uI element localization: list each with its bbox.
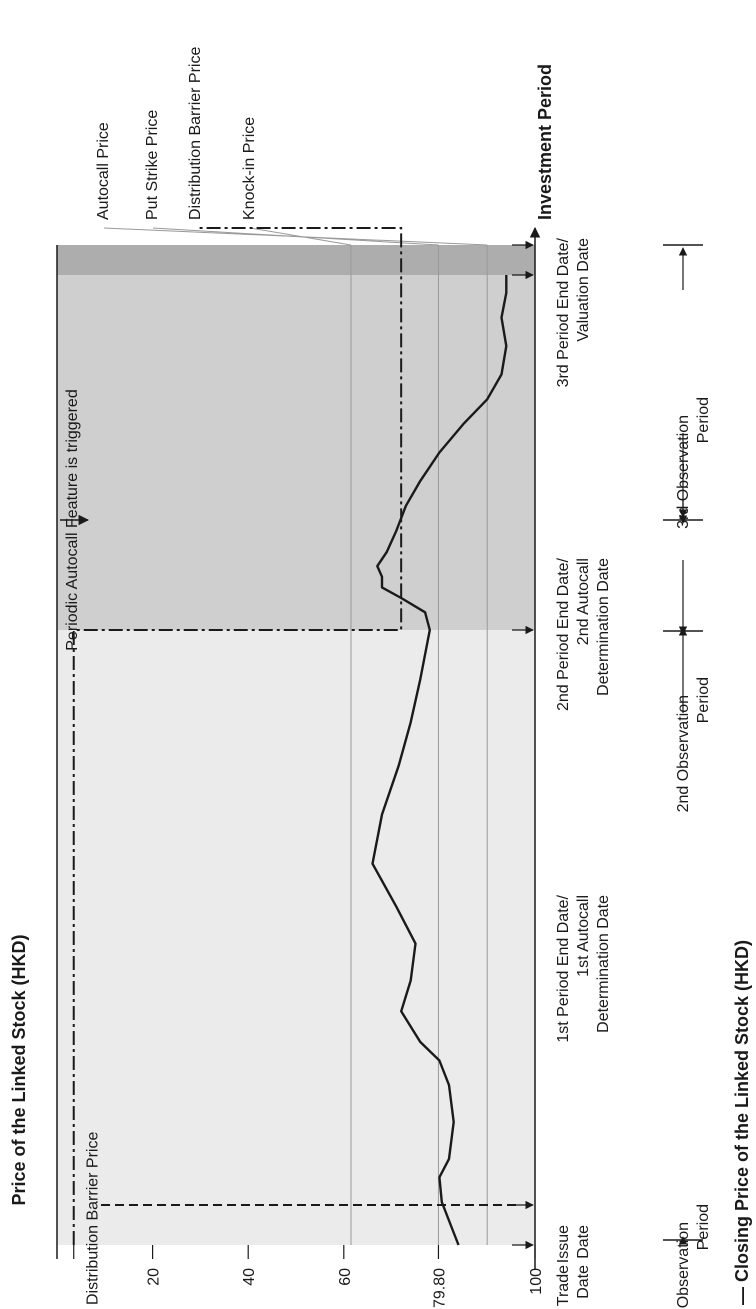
observation-period-shading [57,245,535,1245]
x-axis-title: Investment Period [535,64,555,220]
period-label: Period [695,677,712,723]
date-label: Date [575,1265,592,1299]
price-tick-label: Distribution Barrier Price [85,1132,102,1305]
price-tick-label: 60 [337,1268,354,1286]
legend-label: — Closing Price of the Linked Stock (HKD… [732,940,752,1305]
date-label: Determination Date [595,895,612,1033]
date-label: 2nd Autocall [575,558,592,645]
price-tick-label: 100 [528,1268,545,1295]
date-label: Trade [555,1265,572,1306]
level-leader [249,227,352,246]
period-label: 2nd Observation [675,695,692,812]
date-label: 1st Period End Date/ [555,894,572,1042]
period-1-shade [57,630,535,1245]
period-label: 1st Observation [675,1222,692,1309]
level-label: Distribution Barrier Price [187,47,204,220]
date-label: 3rd Period End Date/ [555,237,572,387]
period-label: 3rd Observation [675,415,692,529]
level-label: Autocall Price [95,122,112,220]
period-label: Period [695,397,712,443]
distribution-barrier-path [72,227,403,1245]
price-tick-label: 79.80 [431,1268,448,1308]
level-leader [152,227,439,246]
price-tick-label: 40 [241,1268,258,1286]
distribution-barrier-line [72,227,403,1245]
date-label: Issue [555,1225,572,1263]
level-label: Knock-in Price [241,117,258,220]
date-label: 1st Autocall [575,895,592,977]
level-label: Put Strike Price [144,110,161,220]
date-label: Valuation Date [575,238,592,342]
chart-labels: Autocall Price Put Strike Price Distributi… [9,47,752,1309]
price-tick-label: 20 [146,1268,163,1286]
axes [56,226,703,1270]
date-label: Date [575,1225,592,1259]
price-series [371,275,508,1246]
period-3-shade [57,245,535,275]
period-2-shade [57,275,535,630]
period-label: Period [695,1204,712,1250]
closing-price-line [371,275,508,1246]
price-level-lines [103,227,488,1245]
date-label: 2nd Period End Date/ [555,557,572,711]
y-axis-title: Price of the Linked Stock (HKD) [9,934,29,1205]
date-label: Determination Date [595,558,612,696]
autocall-annotation: Periodic Autocall Feature is triggered [64,389,81,650]
